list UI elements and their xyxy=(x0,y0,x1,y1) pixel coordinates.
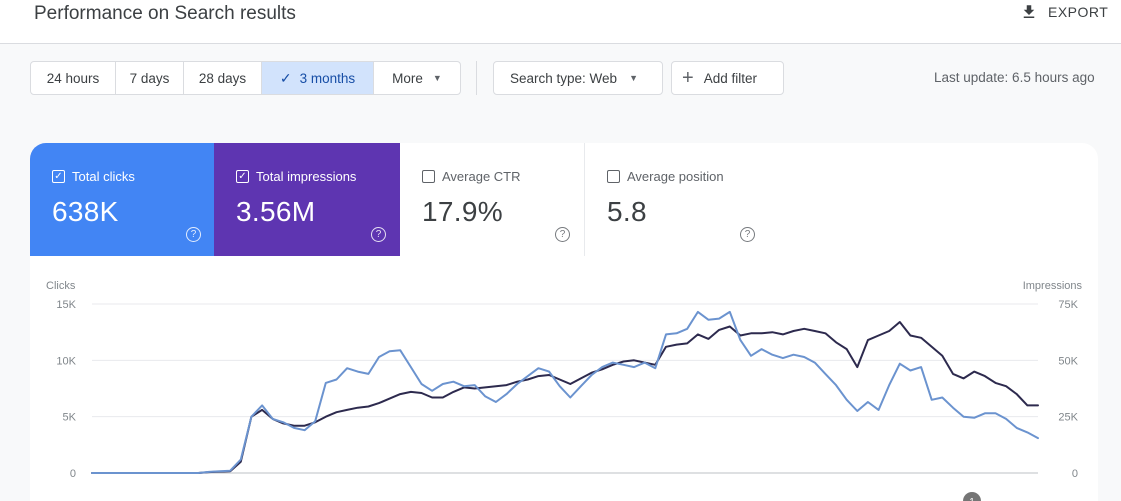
download-icon xyxy=(1023,5,1035,18)
impressions-series-line xyxy=(91,321,1039,474)
metric-value: 3.56M xyxy=(236,196,316,227)
last-update-text: Last update: 6.5 hours ago xyxy=(934,70,1095,85)
add-filter-button[interactable]: + Add filter xyxy=(671,61,784,95)
range-label: 24 hours xyxy=(46,70,100,86)
annotation-marker-icon: 1 xyxy=(969,497,975,501)
metric-value: 17.9% xyxy=(422,196,503,227)
plus-icon: + xyxy=(682,67,694,89)
range-7-days[interactable]: 7 days xyxy=(116,62,184,94)
help-icon[interactable]: ? xyxy=(186,227,201,242)
right-tick-label: 75K xyxy=(1058,299,1078,311)
metric-average-ctr[interactable]: Average CTR 17.9% ? xyxy=(400,143,585,256)
left-axis-title: Clicks xyxy=(46,280,76,292)
range-label: 7 days xyxy=(129,70,170,86)
right-tick-label: 0 xyxy=(1072,468,1078,480)
metric-label: Average CTR xyxy=(442,169,521,184)
clicks-series-line xyxy=(91,310,1039,474)
checkbox-checked-icon[interactable]: ✓ xyxy=(52,170,65,183)
filter-bar: 24 hours 7 days 28 days ✓ 3 months More ▼ … xyxy=(0,44,1121,112)
range-label: More xyxy=(392,70,423,86)
right-tick-label: 25K xyxy=(1058,412,1078,424)
annotation-marker[interactable] xyxy=(963,492,981,501)
check-icon: ✓ xyxy=(279,69,292,86)
help-icon[interactable]: ? xyxy=(555,227,570,242)
page-title: Performance on Search results xyxy=(34,3,296,24)
right-axis-title: Impressions xyxy=(1023,280,1083,292)
range-more-dropdown[interactable]: More ▼ xyxy=(374,62,460,94)
metric-value: 638K xyxy=(52,196,119,227)
checkbox-checked-icon[interactable]: ✓ xyxy=(236,170,249,183)
help-icon[interactable]: ? xyxy=(371,227,386,242)
right-tick-label: 50K xyxy=(1058,355,1078,367)
checkbox-unchecked-icon[interactable] xyxy=(422,170,435,183)
metric-total-impressions[interactable]: ✓ Total impressions 3.56M ? xyxy=(214,143,400,256)
checkbox-unchecked-icon[interactable] xyxy=(607,170,620,183)
metric-value: 5.8 xyxy=(607,196,647,227)
metric-label: Total impressions xyxy=(256,169,357,184)
metric-label: Total clicks xyxy=(72,169,135,184)
caret-down-icon: ▼ xyxy=(432,73,442,83)
metric-average-position[interactable]: Average position 5.8 ? xyxy=(585,143,770,256)
range-24-hours[interactable]: 24 hours xyxy=(31,62,116,94)
search-type-label: Search type: Web xyxy=(510,70,618,86)
left-tick-label: 5K xyxy=(63,412,77,424)
metric-total-clicks[interactable]: ✓ Total clicks 638K ? xyxy=(30,143,214,256)
export-label: EXPORT xyxy=(1048,4,1109,20)
add-filter-label: Add filter xyxy=(703,70,757,86)
search-type-dropdown[interactable]: Search type: Web ▼ xyxy=(493,61,663,95)
range-label: 28 days xyxy=(198,70,247,86)
left-tick-label: 15K xyxy=(56,299,76,311)
range-3-months[interactable]: ✓ 3 months xyxy=(262,62,374,94)
metric-label: Average position xyxy=(627,169,724,184)
performance-chart: Clicks Impressions 15K 10K 5K 0 75K 50K 25K 0 1 xyxy=(46,280,1083,501)
help-icon[interactable]: ? xyxy=(740,227,755,242)
range-label: 3 months xyxy=(299,70,356,86)
left-tick-label: 0 xyxy=(70,468,76,480)
range-28-days[interactable]: 28 days xyxy=(184,62,262,94)
date-range-selector: 24 hours 7 days 28 days ✓ 3 months More ▼ xyxy=(30,61,461,95)
left-tick-label: 10K xyxy=(56,355,76,367)
caret-down-icon: ▼ xyxy=(629,73,638,83)
export-button[interactable]: EXPORT xyxy=(1020,3,1108,21)
top-bar: Performance on Search results EXPORT xyxy=(0,0,1121,44)
performance-card: ✓ Total clicks 638K ? ✓ Total impressions … xyxy=(30,143,1098,501)
divider xyxy=(476,61,477,95)
